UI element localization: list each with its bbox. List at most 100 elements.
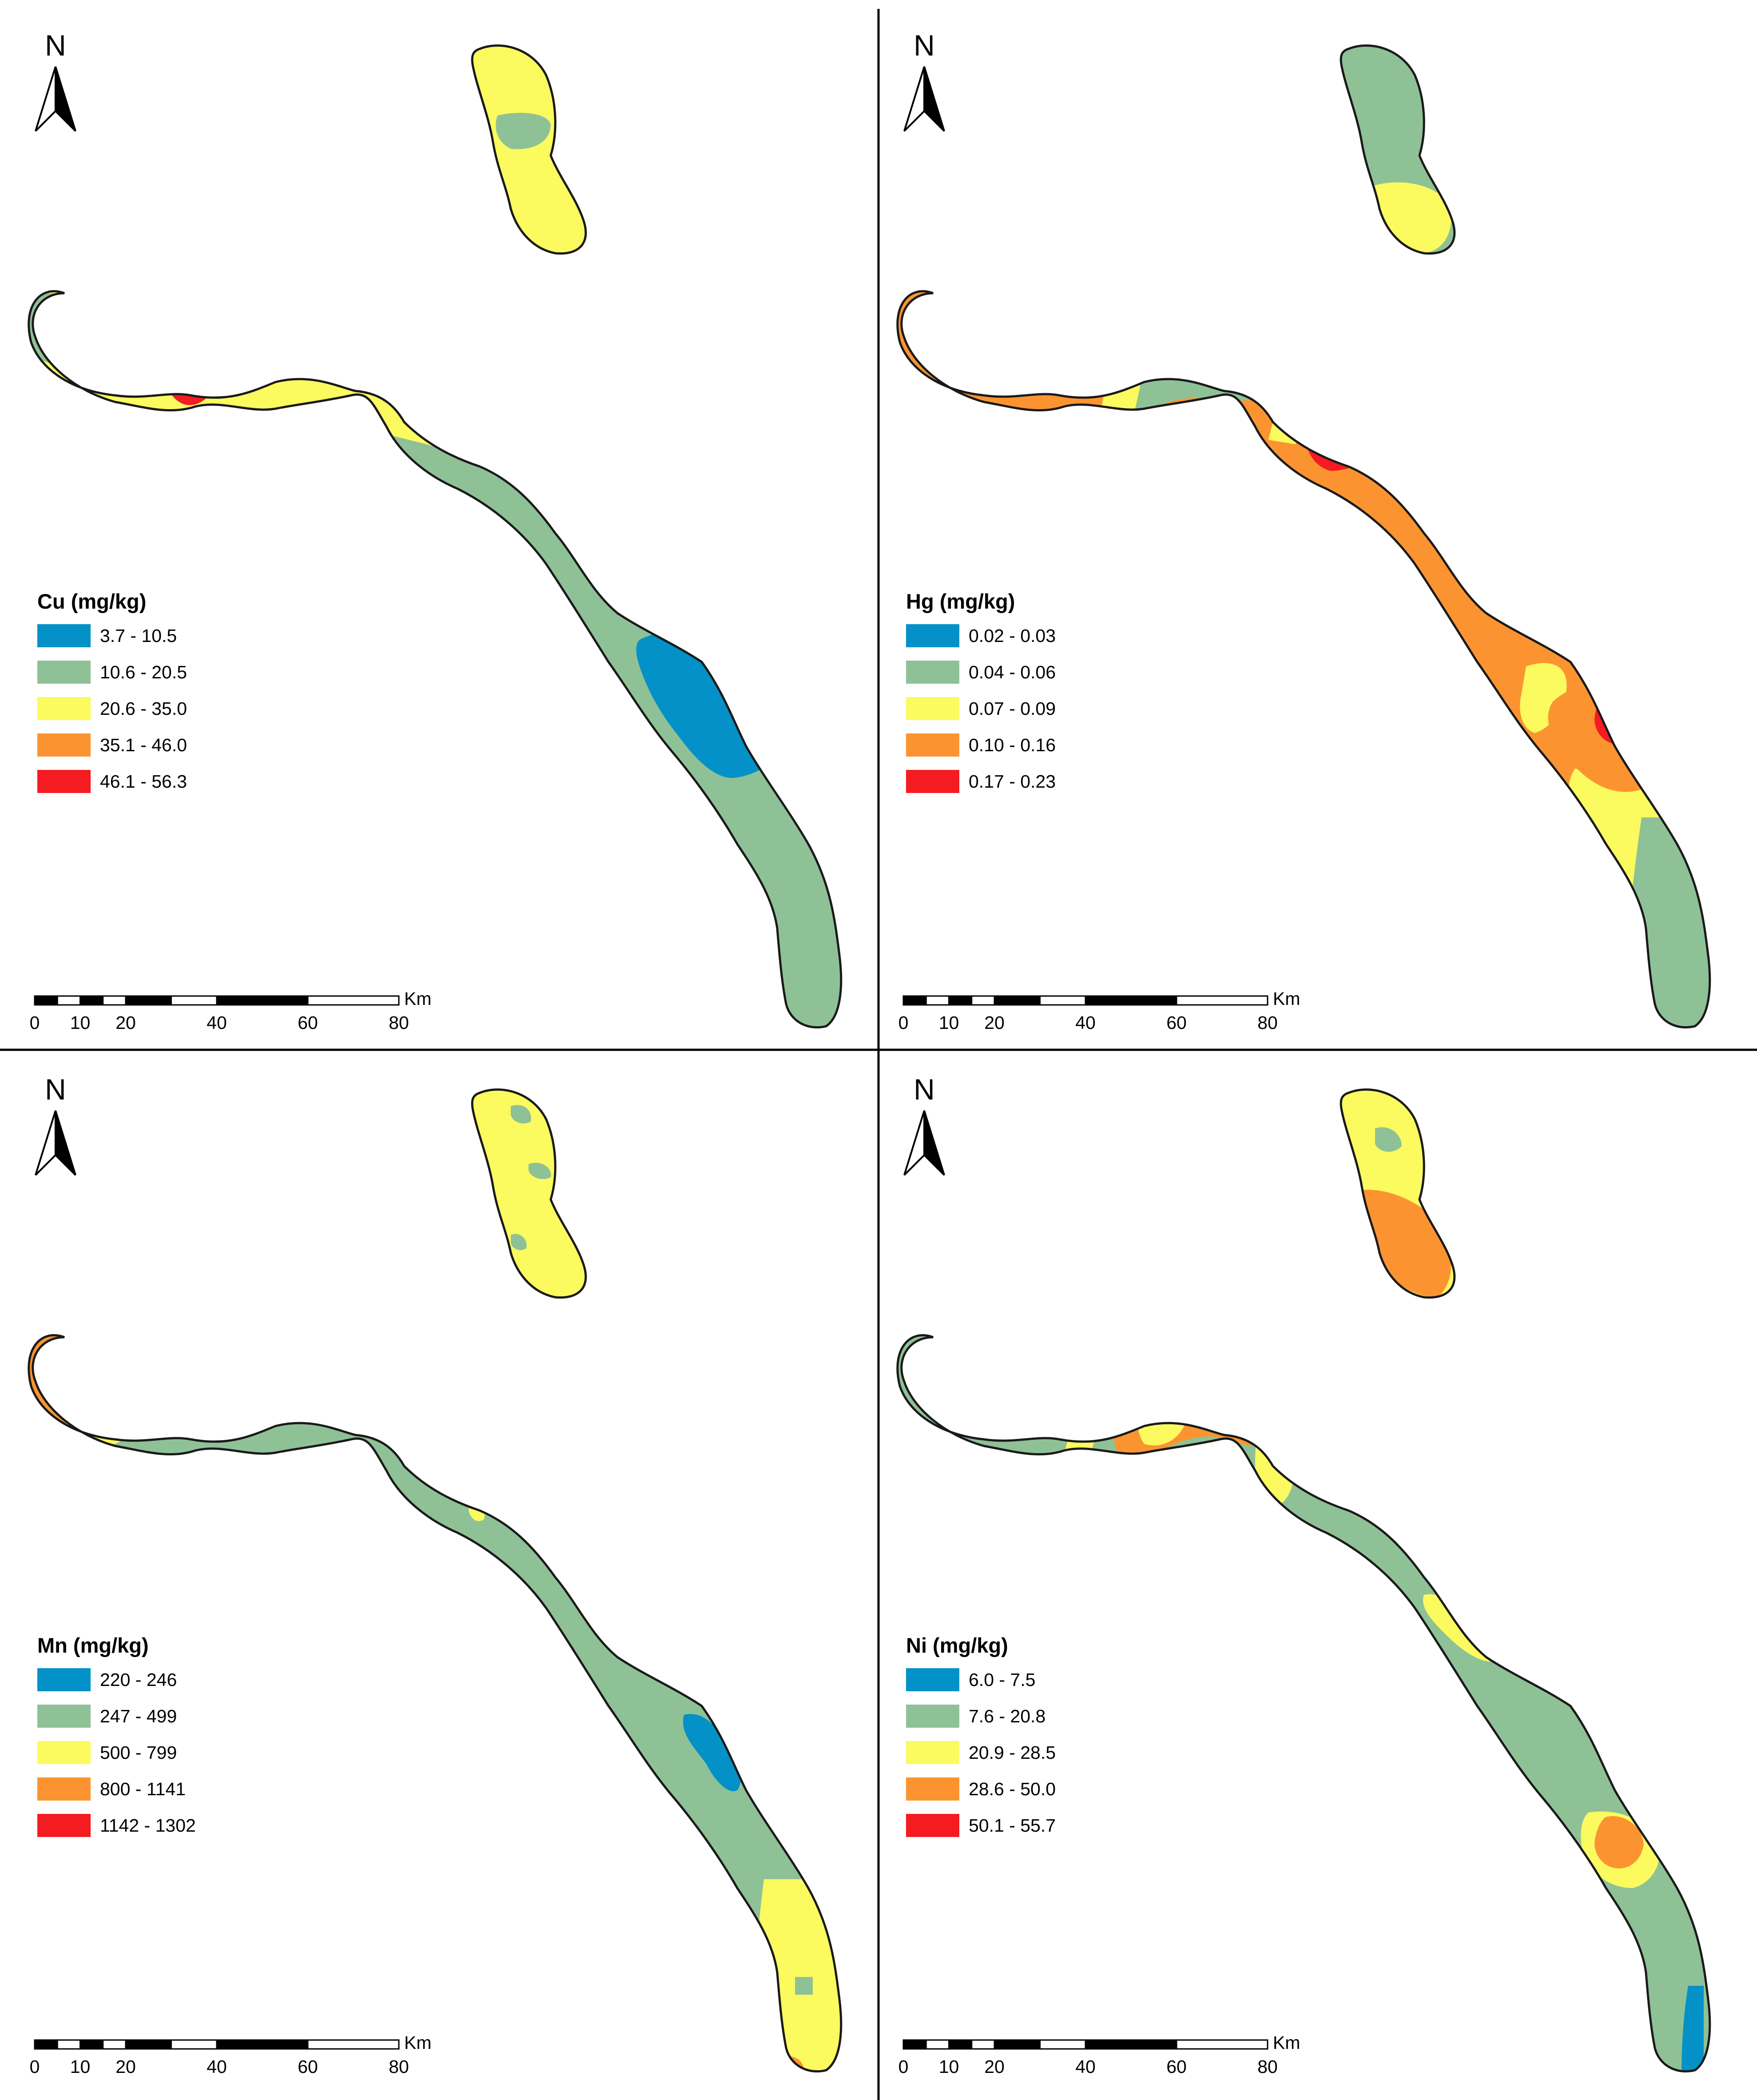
- legend-range-label: 20.9 - 28.5: [969, 1742, 1056, 1763]
- scale-bar-segment: [125, 995, 172, 1006]
- scale-tick-label: 40: [1075, 1012, 1096, 1033]
- scale-tick-label: 10: [70, 2056, 91, 2077]
- legend-range-label: 3.7 - 10.5: [100, 626, 177, 646]
- legend-range-label: 7.6 - 20.8: [969, 1706, 1045, 1726]
- scale-tick-label: 80: [1257, 1012, 1278, 1033]
- legend-hg: Hg (mg/kg) 0.02 - 0.03 0.04 - 0.06 0.07 - 0…: [906, 590, 1056, 793]
- north-label: N: [45, 29, 66, 62]
- legend-title: Ni (mg/kg): [906, 1634, 1008, 1657]
- north-arrow: N: [35, 1073, 76, 1176]
- legend-swatch: [906, 661, 959, 684]
- legend-range-label: 6.0 - 7.5: [969, 1670, 1035, 1690]
- scale-bar-segment: [948, 995, 973, 1006]
- north-label: N: [914, 1073, 935, 1106]
- north-arrow-left-icon: [903, 66, 925, 132]
- scale-bar-segment: [994, 995, 1041, 1006]
- scale-bar: 0 10 20 40 60 80 Km: [30, 988, 432, 1033]
- legend-ni: Ni (mg/kg) 6.0 - 7.5 7.6 - 20.8 20.9 - 28.5…: [906, 1634, 1056, 1837]
- legend-range-label: 0.17 - 0.23: [969, 771, 1056, 792]
- scale-bar-segment: [171, 2039, 218, 2050]
- scale-tick-label: 0: [898, 2056, 909, 2077]
- scale-tick-label: 10: [70, 1012, 91, 1033]
- legend-range-label: 247 - 499: [100, 1706, 177, 1726]
- legend-swatch: [37, 1705, 91, 1728]
- legend-swatch: [906, 1777, 959, 1801]
- scale-tick-label: 60: [298, 1012, 318, 1033]
- panel-cu: N Cu (mg/kg) 3.7 - 10.5 10.6 - 20.5 20.6 - …: [18, 29, 841, 1033]
- legend-swatch: [37, 1741, 91, 1764]
- legend-range-label: 10.6 - 20.5: [100, 662, 187, 682]
- scale-bar-segment: [102, 995, 127, 1006]
- legend-range-label: 0.02 - 0.03: [969, 626, 1056, 646]
- legend-mn: Mn (mg/kg) 220 - 246 247 - 499 500 - 799 800…: [37, 1634, 196, 1837]
- scale-bar-segment: [902, 995, 927, 1006]
- scale-bar-segment: [56, 995, 81, 1006]
- panel-ni: N Ni (mg/kg) 6.0 - 7.5 7.6 - 20.8 20.9 - 28…: [898, 1073, 1710, 2077]
- scale-bar-segment: [307, 995, 400, 1006]
- scale-bar-segment: [216, 2039, 309, 2050]
- legend-range-label: 220 - 246: [100, 1670, 177, 1690]
- scale-bar-segment: [1039, 2039, 1086, 2050]
- scale-bar-segment: [56, 2039, 81, 2050]
- north-arrow-right-icon: [923, 66, 945, 132]
- scale-unit-label: Km: [404, 988, 432, 1009]
- legend-range-label: 0.07 - 0.09: [969, 698, 1056, 719]
- legend-swatch: [37, 1777, 91, 1801]
- scale-bar-segment: [1039, 995, 1086, 1006]
- scale-tick-label: 10: [939, 2056, 959, 2077]
- hg-distribution-map: [898, 46, 1721, 1040]
- scale-bar-segment: [902, 2039, 927, 2050]
- scale-bar: 0 10 20 40 60 80 Km: [898, 2032, 1300, 2077]
- scale-bar-segment: [125, 2039, 172, 2050]
- legend-range-label: 46.1 - 56.3: [100, 771, 187, 792]
- legend-range-label: 28.6 - 50.0: [969, 1779, 1056, 1799]
- legend-swatch: [906, 1668, 959, 1691]
- scale-tick-label: 0: [898, 1012, 909, 1033]
- legend-swatch: [37, 661, 91, 684]
- legend-range-label: 50.1 - 55.7: [969, 1815, 1056, 1836]
- scale-tick-label: 80: [1257, 2056, 1278, 2077]
- scale-bar-segment: [307, 2039, 400, 2050]
- scale-bar-segment: [1176, 2039, 1268, 2050]
- scale-tick-label: 40: [207, 2056, 227, 2077]
- scale-bar-segment: [1085, 2039, 1177, 2050]
- scale-bar-segment: [1176, 995, 1268, 1006]
- scale-tick-label: 0: [30, 2056, 40, 2077]
- legend-range-label: 1142 - 1302: [100, 1815, 196, 1836]
- scale-bar-segment: [925, 2039, 950, 2050]
- scale-unit-label: Km: [1273, 988, 1300, 1009]
- scale-bar-segment: [971, 2039, 995, 2050]
- north-arrow: N: [35, 29, 76, 132]
- scale-bar-segment: [34, 995, 58, 1006]
- scale-unit-label: Km: [404, 2032, 432, 2053]
- legend-title: Mn (mg/kg): [37, 1634, 149, 1657]
- legend-swatch: [37, 770, 91, 793]
- legend-swatch: [906, 1705, 959, 1728]
- scale-bar-segment: [925, 995, 950, 1006]
- legend-range-label: 800 - 1141: [100, 1779, 186, 1799]
- cu-distribution-map: [18, 46, 841, 1028]
- legend-range-label: 35.1 - 46.0: [100, 735, 187, 755]
- scale-tick-label: 60: [1166, 1012, 1187, 1033]
- north-arrow-right-icon: [55, 1110, 76, 1176]
- scale-tick-label: 20: [984, 2056, 1005, 2077]
- scale-bar-segment: [948, 2039, 973, 2050]
- legend-swatch: [906, 770, 959, 793]
- north-arrow: N: [903, 1073, 945, 1176]
- scale-bar-segment: [80, 2039, 104, 2050]
- scale-tick-label: 10: [939, 1012, 959, 1033]
- mn-distribution-map: [18, 1090, 857, 2084]
- scale-bar-segment: [1085, 995, 1177, 1006]
- north-label: N: [45, 1073, 66, 1106]
- scale-bar-segment: [216, 995, 309, 1006]
- scale-bar-segment: [171, 995, 218, 1006]
- legend-range-label: 500 - 799: [100, 1742, 177, 1763]
- scale-bar-segment: [994, 2039, 1041, 2050]
- legend-title: Cu (mg/kg): [37, 590, 146, 613]
- scale-tick-label: 80: [389, 2056, 409, 2077]
- scale-tick-label: 20: [984, 1012, 1005, 1033]
- legend-swatch: [37, 624, 91, 647]
- north-arrow-left-icon: [35, 1110, 56, 1176]
- scale-tick-label: 20: [115, 2056, 136, 2077]
